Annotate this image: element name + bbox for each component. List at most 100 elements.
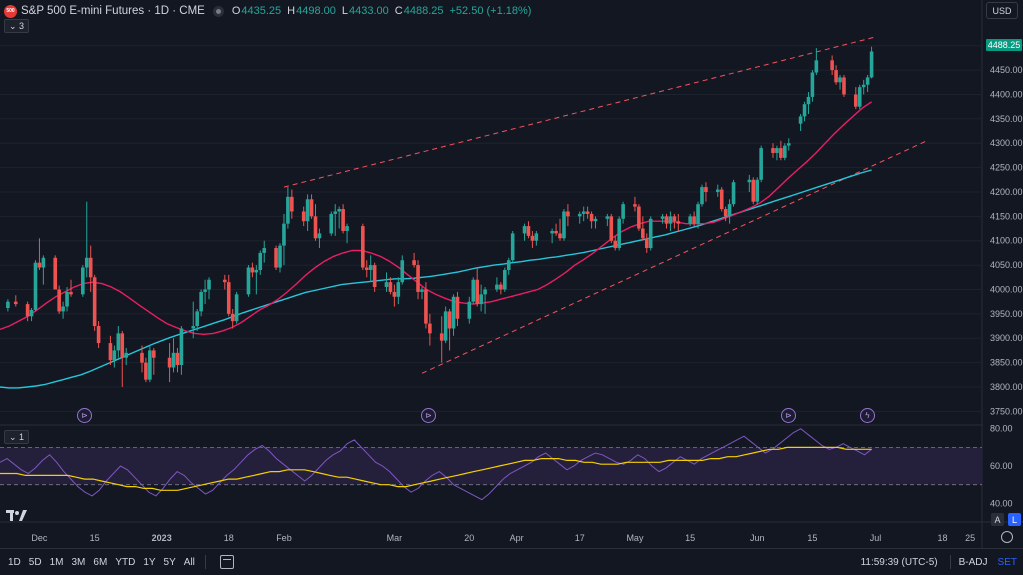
calendar-icon[interactable]: [219, 555, 234, 569]
candle[interactable]: [853, 87, 858, 110]
candle[interactable]: [779, 140, 783, 161]
timeframe-button[interactable]: 5D: [28, 556, 42, 568]
candle[interactable]: [554, 223, 558, 236]
candle[interactable]: [364, 260, 369, 278]
time-axis[interactable]: Dec 15 2023 18 Feb Mar 20 Apr 17 May 15 Jun 15 Jul 18 2…: [31, 533, 975, 543]
candle[interactable]: [526, 221, 531, 239]
timeframe-button[interactable]: 6M: [93, 556, 108, 568]
candle[interactable]: [668, 211, 673, 231]
candle[interactable]: [495, 277, 499, 292]
candle[interactable]: [727, 199, 732, 224]
candle[interactable]: [384, 272, 389, 292]
candle[interactable]: [644, 233, 649, 253]
candle[interactable]: [503, 267, 507, 292]
candle[interactable]: [692, 211, 696, 227]
candle[interactable]: [814, 48, 819, 75]
candle[interactable]: [751, 177, 756, 205]
ma-fast-line[interactable]: [0, 101, 872, 336]
candle[interactable]: [258, 250, 263, 275]
candle[interactable]: [775, 145, 779, 161]
candle[interactable]: [140, 345, 144, 373]
log-scale-button[interactable]: L: [1008, 513, 1021, 526]
candle[interactable]: [57, 285, 61, 314]
candle[interactable]: [637, 204, 641, 231]
candle[interactable]: [309, 194, 314, 219]
candle[interactable]: [148, 345, 152, 383]
candle[interactable]: [530, 230, 535, 249]
candle[interactable]: [392, 284, 397, 307]
candle[interactable]: [396, 277, 401, 305]
candle[interactable]: [81, 265, 85, 297]
candle[interactable]: [108, 335, 113, 366]
candle[interactable]: [585, 206, 590, 219]
candle[interactable]: [577, 211, 582, 224]
candle[interactable]: [660, 213, 665, 224]
candle[interactable]: [723, 206, 728, 222]
rsi-ma-line[interactable]: [0, 446, 872, 491]
candle[interactable]: [471, 277, 476, 305]
news-icon[interactable]: ⊳: [421, 408, 436, 423]
candle[interactable]: [731, 179, 736, 207]
tradingview-logo[interactable]: [6, 510, 28, 522]
candle[interactable]: [226, 274, 231, 317]
candle[interactable]: [92, 274, 97, 331]
candle[interactable]: [120, 330, 125, 387]
clock[interactable]: 11:59:39 (UTC-5): [860, 556, 938, 568]
candle[interactable]: [230, 308, 235, 329]
candle[interactable]: [420, 287, 424, 300]
candle[interactable]: [605, 213, 610, 227]
candle[interactable]: [696, 201, 700, 229]
set-button[interactable]: SET: [997, 556, 1017, 568]
candle[interactable]: [167, 343, 172, 383]
candle[interactable]: [798, 113, 803, 132]
timeframe-button[interactable]: 1Y: [143, 556, 156, 568]
candle[interactable]: [664, 213, 669, 229]
candle[interactable]: [672, 213, 677, 229]
candle[interactable]: [333, 204, 338, 236]
candle[interactable]: [838, 74, 842, 90]
candle[interactable]: [479, 284, 483, 312]
candle[interactable]: [25, 301, 30, 322]
currency-button[interactable]: USD: [986, 2, 1018, 19]
candle[interactable]: [124, 347, 129, 366]
candle[interactable]: [771, 143, 775, 158]
news-icon[interactable]: ⊳: [77, 408, 92, 423]
rsi-axis[interactable]: 40.00 60.00 80.00: [990, 424, 1013, 509]
candle[interactable]: [755, 177, 760, 205]
candle[interactable]: [144, 357, 148, 383]
candle[interactable]: [865, 74, 870, 93]
candle[interactable]: [834, 65, 838, 85]
candle[interactable]: [171, 338, 176, 373]
candle[interactable]: [412, 252, 416, 268]
candle[interactable]: [609, 213, 614, 244]
news-icon[interactable]: ϟ: [860, 408, 875, 423]
candle[interactable]: [641, 216, 645, 241]
candle[interactable]: [301, 206, 306, 227]
candle[interactable]: [250, 262, 255, 278]
candle[interactable]: [388, 277, 393, 295]
symbol-title[interactable]: S&P 500 E-mini Futures · 1D · CME: [21, 5, 205, 17]
candle[interactable]: [510, 230, 515, 263]
candle[interactable]: [199, 289, 203, 317]
candle[interactable]: [451, 294, 456, 336]
candle[interactable]: [33, 260, 38, 312]
candle[interactable]: [534, 230, 539, 246]
candle[interactable]: [179, 326, 184, 375]
candle[interactable]: [175, 347, 180, 373]
candle[interactable]: [152, 347, 156, 375]
candle[interactable]: [329, 211, 334, 236]
candle[interactable]: [715, 184, 720, 197]
candle[interactable]: [869, 46, 874, 79]
ma-slow-line[interactable]: [0, 169, 872, 389]
candle[interactable]: [475, 267, 479, 307]
timeframe-button[interactable]: 1D: [8, 556, 21, 568]
candle[interactable]: [96, 321, 101, 348]
candle[interactable]: [234, 291, 239, 324]
candle[interactable]: [676, 213, 681, 231]
candle[interactable]: [719, 187, 724, 212]
candle[interactable]: [759, 145, 763, 183]
timeframe-button[interactable]: YTD: [115, 556, 136, 568]
candle[interactable]: [704, 182, 708, 202]
candle[interactable]: [191, 301, 196, 339]
candle[interactable]: [112, 345, 117, 368]
